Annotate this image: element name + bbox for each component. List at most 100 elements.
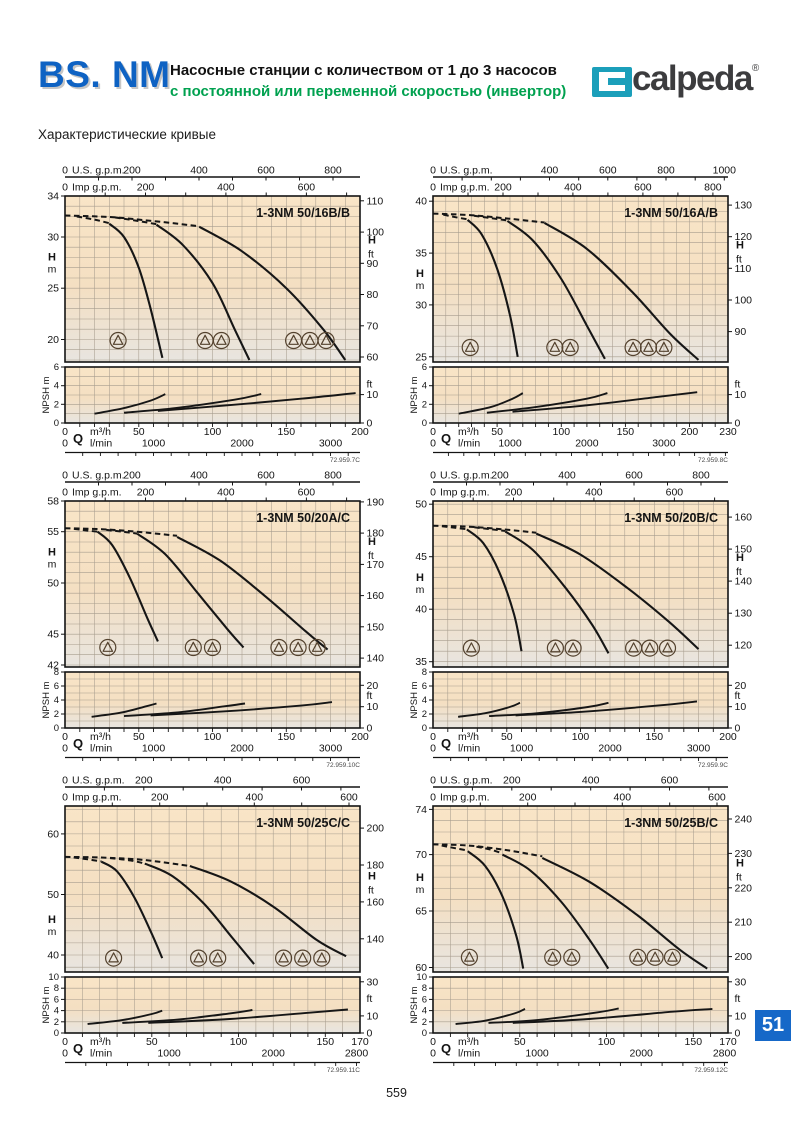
svg-text:60: 60 — [415, 962, 427, 974]
chart-model-label: 1-3NM 50/16A/B — [624, 206, 718, 220]
svg-text:m: m — [48, 558, 57, 570]
head-curve-2-pumps — [144, 862, 255, 965]
svg-text:40: 40 — [415, 604, 427, 616]
svg-text:H: H — [736, 858, 744, 870]
head-curve-2-pumps — [136, 532, 245, 649]
svg-text:200: 200 — [135, 775, 153, 787]
svg-text:200: 200 — [367, 823, 385, 835]
svg-text:45: 45 — [415, 551, 427, 563]
pump-icon — [294, 949, 312, 967]
chart-1-3nm-50-16a-b: 0 U.S. g.p.m. 400 600 800 1000 0 Imp g.p.m. 200 4… — [408, 163, 766, 469]
pump-icon — [462, 639, 481, 657]
max-head-dashed-line — [64, 527, 178, 537]
svg-text:ft: ft — [735, 379, 741, 391]
svg-text:3000: 3000 — [652, 438, 676, 450]
svg-text:0: 0 — [430, 165, 436, 177]
imp-gpm-axis: 0 Imp g.p.m. 200 400 600 — [62, 182, 348, 196]
svg-text:U.S. g.p.m.: U.S. g.p.m. — [72, 775, 125, 787]
svg-text:0: 0 — [430, 1048, 436, 1060]
svg-text:6: 6 — [422, 681, 427, 692]
npsh-axis-label: NPSH m — [41, 986, 52, 1023]
svg-text:8: 8 — [54, 667, 59, 678]
svg-text:10: 10 — [367, 389, 379, 401]
svg-text:150: 150 — [278, 426, 296, 438]
svg-text:100: 100 — [204, 731, 222, 743]
svg-text:H: H — [48, 914, 56, 926]
svg-text:2: 2 — [54, 709, 59, 720]
svg-text:800: 800 — [704, 182, 722, 194]
svg-text:0: 0 — [430, 775, 436, 787]
svg-text:m: m — [416, 280, 425, 292]
svg-text:110: 110 — [735, 263, 752, 275]
svg-text:6: 6 — [422, 362, 427, 373]
svg-text:60: 60 — [367, 352, 379, 364]
svg-text:35: 35 — [415, 656, 427, 668]
npsh-axis-label: NPSH m — [41, 376, 52, 413]
svg-text:2000: 2000 — [230, 743, 254, 755]
svg-text:0: 0 — [430, 438, 436, 450]
svg-text:200: 200 — [503, 775, 521, 787]
svg-text:110: 110 — [367, 195, 384, 207]
svg-text:42: 42 — [47, 660, 59, 672]
npsh-curve-3-pumps — [512, 391, 698, 413]
svg-text:0: 0 — [62, 487, 68, 499]
svg-text:H: H — [368, 871, 376, 883]
pump-icon — [275, 949, 293, 967]
svg-text:150: 150 — [735, 544, 753, 556]
svg-text:1000: 1000 — [498, 438, 522, 450]
svg-text:H: H — [736, 240, 744, 252]
svg-text:ft: ft — [735, 690, 741, 702]
svg-text:120: 120 — [735, 640, 753, 652]
svg-text:100: 100 — [598, 1036, 616, 1048]
svg-text:4: 4 — [422, 381, 427, 392]
head-curve-2-pumps — [501, 853, 610, 970]
max-head-dashed-line — [443, 213, 468, 221]
svg-text:200: 200 — [519, 792, 537, 804]
svg-text:1000: 1000 — [713, 165, 737, 177]
svg-text:2000: 2000 — [262, 1048, 286, 1060]
svg-text:140: 140 — [735, 576, 753, 588]
max-head-dashed-line — [474, 526, 506, 532]
npsh-axis-label: NPSH m — [41, 681, 52, 718]
svg-text:600: 600 — [340, 792, 358, 804]
max-head-dashed-line — [115, 216, 157, 226]
svg-text:10: 10 — [735, 389, 747, 401]
svg-text:10: 10 — [48, 972, 59, 983]
svg-text:0: 0 — [422, 1028, 427, 1039]
svg-text:1000: 1000 — [142, 743, 166, 755]
svg-text:0: 0 — [430, 792, 436, 804]
svg-text:0: 0 — [54, 1028, 59, 1039]
svg-text:l/min: l/min — [90, 1048, 112, 1060]
side-page-badge: 51 — [755, 1010, 791, 1041]
registered-mark: ® — [751, 63, 760, 74]
svg-text:55: 55 — [47, 526, 59, 538]
svg-text:800: 800 — [657, 165, 675, 177]
svg-text:230: 230 — [719, 426, 737, 438]
pump-icon — [104, 949, 123, 967]
pump-icon — [655, 338, 673, 357]
svg-text:U.S. g.p.m.: U.S. g.p.m. — [72, 165, 125, 177]
svg-text:600: 600 — [293, 775, 311, 787]
svg-text:180: 180 — [367, 528, 385, 540]
npsh-curve-2-pumps — [489, 701, 609, 718]
svg-text:800: 800 — [324, 470, 342, 482]
npsh-curve-1-pumps — [87, 1009, 163, 1025]
svg-text:400: 400 — [190, 165, 208, 177]
svg-text:0: 0 — [430, 1036, 436, 1048]
svg-text:l/min: l/min — [458, 1048, 480, 1060]
svg-text:0: 0 — [422, 418, 427, 429]
svg-text:200: 200 — [137, 182, 155, 194]
pump-icon — [209, 949, 227, 967]
head-curve-3-pumps — [189, 865, 347, 958]
svg-text:600: 600 — [708, 792, 726, 804]
chart-ref-number: 72.959.9C — [698, 762, 728, 769]
section-title: Характеристические кривые — [38, 127, 216, 142]
svg-text:2: 2 — [54, 1017, 59, 1028]
chart-ref-number: 72.959.10C — [326, 762, 360, 769]
